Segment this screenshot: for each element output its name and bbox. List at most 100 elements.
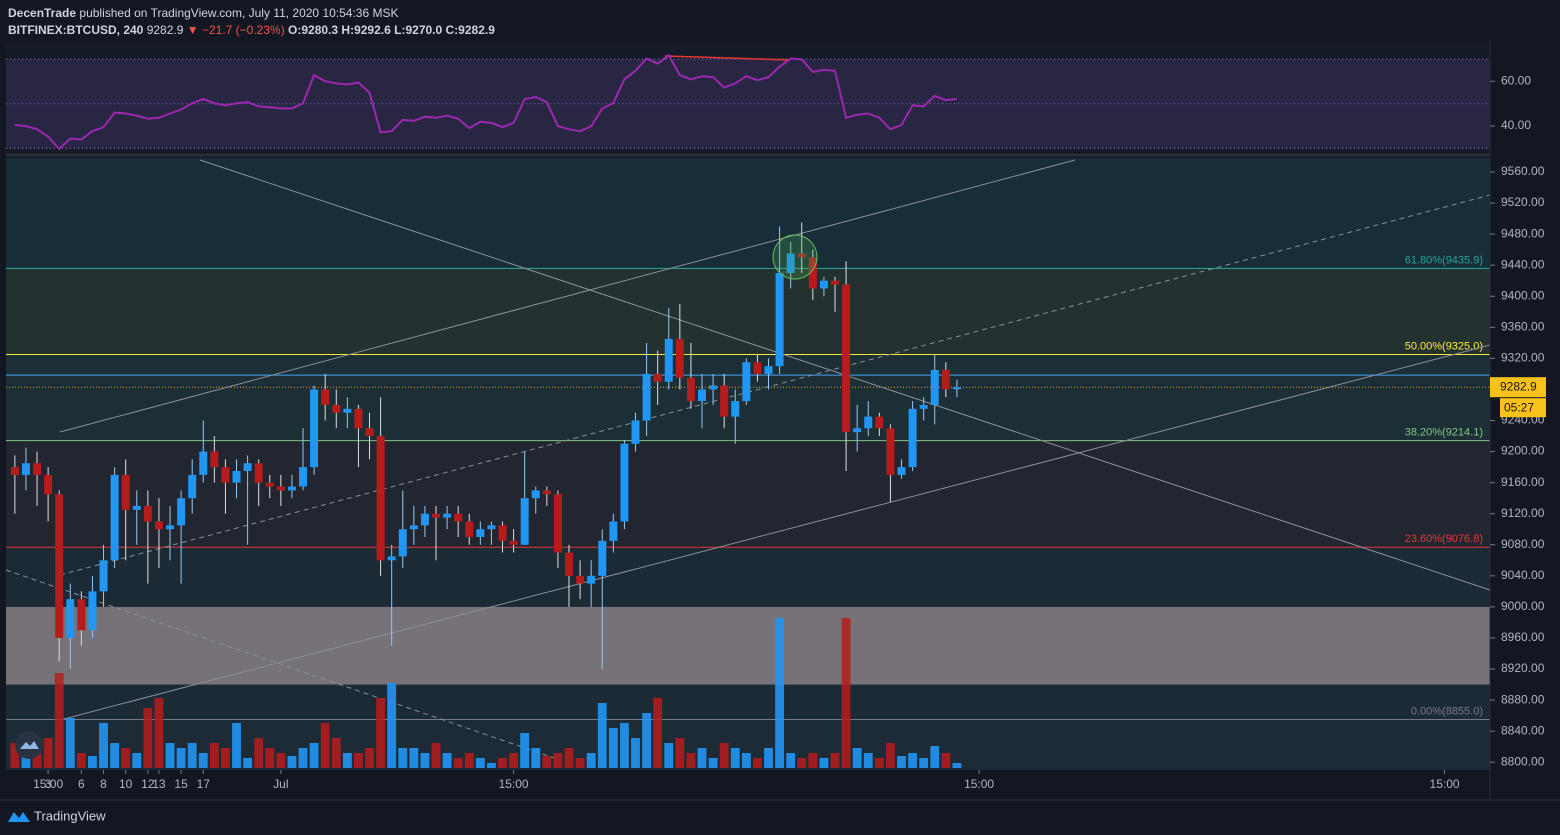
volume-bar <box>398 748 408 768</box>
highlight-circle <box>772 234 818 280</box>
volume-bar <box>132 753 142 768</box>
candle-body <box>797 253 806 258</box>
candle-body <box>753 362 762 374</box>
volume-bar <box>232 723 241 768</box>
fib-band <box>6 268 1490 355</box>
candle-body <box>365 428 374 437</box>
candle-body <box>609 521 618 541</box>
volume-bar <box>187 743 197 768</box>
rsi-line <box>14 53 957 151</box>
volume-bar <box>830 753 840 768</box>
candle-body <box>243 463 252 471</box>
volume-bar <box>121 748 131 768</box>
candle-body <box>321 389 330 405</box>
candle-body <box>520 498 529 545</box>
candle-body <box>476 529 485 538</box>
volume-bar <box>520 733 530 768</box>
publisher: DecenTrade <box>8 6 77 20</box>
candle-body <box>276 486 285 491</box>
trend-line <box>5 569 561 761</box>
volume-bar <box>110 743 120 768</box>
candle-body <box>44 474 53 495</box>
volume-bar <box>874 758 884 768</box>
trend-line <box>59 194 1491 576</box>
candle-body <box>786 253 795 273</box>
volume-bar <box>885 743 895 768</box>
candle-body <box>66 599 75 638</box>
footer-brand: TradingView <box>34 808 106 823</box>
candle-body <box>930 370 939 405</box>
fib-label: 61.80%(9435.9) <box>1405 254 1483 266</box>
volume-bar <box>730 748 740 768</box>
y-tick-label: 8960.00 <box>1501 630 1545 644</box>
volume-bar <box>99 723 108 768</box>
volume-bar <box>243 758 253 768</box>
candle-body <box>409 525 418 530</box>
candle-body <box>698 389 706 402</box>
candle-body <box>919 404 928 409</box>
y-tick-label: 9560.00 <box>1501 164 1545 178</box>
volume-bar <box>442 753 452 768</box>
candle-body <box>398 529 407 557</box>
volume-bar <box>675 738 685 768</box>
candle-body <box>265 482 274 487</box>
volume-bar <box>309 743 319 768</box>
y-tick-label: 9320.00 <box>1501 351 1545 365</box>
x-tick-label: 17 <box>197 777 211 791</box>
axes: 8800.00 8840.00 8880.00 8920.00 8960.00 9000.… <box>33 74 1546 791</box>
volume-bar <box>453 758 463 768</box>
candle-body <box>99 560 108 592</box>
candle-body <box>808 257 817 289</box>
volume-bar <box>509 753 519 768</box>
volume-bar <box>642 713 652 768</box>
volume-bar <box>354 753 363 768</box>
candle-body <box>487 525 496 530</box>
x-tick-label: 12 <box>141 777 155 791</box>
fib-label: 50.00%(9325.0) <box>1405 340 1483 352</box>
candle-body <box>542 490 551 495</box>
x-tick-label: 3 <box>45 777 52 791</box>
candle-body <box>831 280 839 285</box>
candle-body <box>686 377 695 402</box>
candle-body <box>21 463 30 475</box>
volume-bar <box>43 738 53 768</box>
ohlc-close: C:9282.9 <box>445 23 495 37</box>
volume-bar <box>298 748 308 768</box>
y-tick-label: 9040.00 <box>1501 568 1545 582</box>
candle-body <box>454 513 463 522</box>
volume-bar <box>797 758 807 768</box>
volume-bar <box>619 723 629 768</box>
volume-bar <box>464 753 474 768</box>
volume-bar <box>608 728 618 768</box>
volume-bar <box>342 753 352 768</box>
volume-bar <box>498 758 507 768</box>
candle-body <box>121 474 130 510</box>
volume-bar <box>165 743 175 768</box>
candle-body <box>55 494 64 638</box>
countdown-tag <box>1500 398 1546 418</box>
trend-line <box>59 344 1491 721</box>
backdrop: 61.80%(9435.9) 50.00%(9325.0) 38.20%(9214.… <box>6 58 1490 770</box>
candle-body <box>199 451 208 475</box>
volume-bar <box>10 743 20 768</box>
candle-body <box>443 513 452 518</box>
candle-body <box>287 486 296 491</box>
candle-body <box>952 387 961 390</box>
y-tick-label: 40.00 <box>1501 118 1531 132</box>
volume-bar <box>143 708 153 768</box>
fib-label: 23.60%(9076.8) <box>1405 533 1483 545</box>
volume-bar <box>564 748 574 768</box>
fib-band <box>6 158 1490 269</box>
fib-band <box>6 440 1490 548</box>
candle-body <box>354 408 363 429</box>
candle-body <box>886 428 895 475</box>
candle-body <box>642 373 651 421</box>
candle-body <box>299 467 308 487</box>
candle-body <box>432 513 441 518</box>
ohlc-low: L:9270.0 <box>394 23 443 37</box>
volume-bar <box>686 753 696 768</box>
volume-bar <box>941 753 951 768</box>
x-tick-label: 10 <box>119 777 133 791</box>
volume-bar <box>287 756 297 768</box>
